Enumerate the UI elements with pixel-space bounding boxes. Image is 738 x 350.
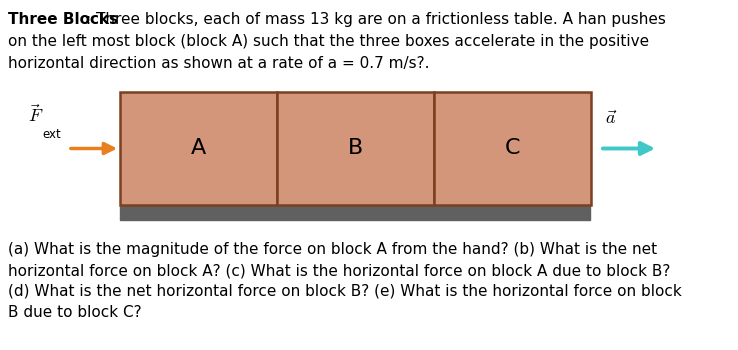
Text: horizontal force on block A? (c) What is the horizontal force on block A due to : horizontal force on block A? (c) What is… <box>8 263 670 278</box>
Text: ext: ext <box>42 127 61 140</box>
Text: (d) What is the net horizontal force on block B? (e) What is the horizontal forc: (d) What is the net horizontal force on … <box>8 284 682 299</box>
Text: on the left most block (block A) such that the three boxes accelerate in the pos: on the left most block (block A) such th… <box>8 34 649 49</box>
Text: (a) What is the magnitude of the force on block A from the hand? (b) What is the: (a) What is the magnitude of the force o… <box>8 242 657 257</box>
Text: C: C <box>505 139 520 159</box>
Text: $\vec{F}$: $\vec{F}$ <box>28 105 44 126</box>
Text: $\vec{a}$: $\vec{a}$ <box>605 111 618 128</box>
Text: horizontal direction as shown at a rate of a = 0.7 m/s?.: horizontal direction as shown at a rate … <box>8 56 430 71</box>
Bar <box>120 92 277 205</box>
Text: Three Blocks: Three Blocks <box>8 12 118 27</box>
Text: B: B <box>348 139 363 159</box>
Text: B due to block C?: B due to block C? <box>8 305 142 320</box>
Bar <box>120 206 590 220</box>
Bar <box>434 92 591 205</box>
Bar <box>277 92 434 205</box>
Text: A: A <box>191 139 206 159</box>
Text: : Three blocks, each of mass 13 kg are on a frictionless table. A han pushes: : Three blocks, each of mass 13 kg are o… <box>86 12 666 27</box>
